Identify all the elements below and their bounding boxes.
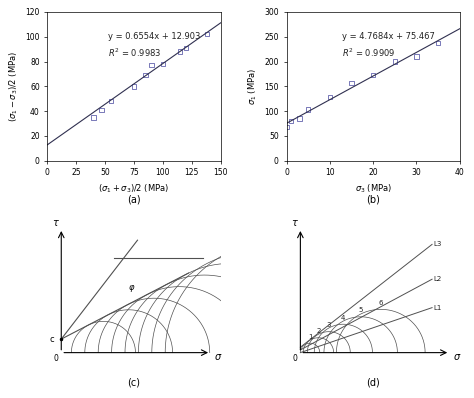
- Point: [413, 53, 420, 60]
- Point: [203, 31, 210, 37]
- Text: 2: 2: [316, 328, 320, 334]
- Point: [348, 80, 356, 86]
- Y-axis label: ($\sigma_1 - \sigma_3$)/2 (MPa): ($\sigma_1 - \sigma_3$)/2 (MPa): [7, 51, 20, 122]
- Text: $\tau$: $\tau$: [291, 218, 299, 228]
- Text: 6: 6: [379, 300, 383, 306]
- Text: $R^2$ = 0.9983: $R^2$ = 0.9983: [108, 46, 162, 59]
- Point: [283, 124, 290, 130]
- Text: $\tau$: $\tau$: [52, 218, 60, 228]
- Text: 3: 3: [327, 322, 331, 328]
- Point: [369, 72, 377, 78]
- Text: (b): (b): [366, 195, 380, 205]
- Text: y = 4.7684x + 75.467: y = 4.7684x + 75.467: [342, 32, 435, 41]
- Text: 0: 0: [292, 353, 297, 363]
- Point: [391, 59, 399, 65]
- Point: [142, 72, 149, 78]
- Text: (c): (c): [128, 378, 140, 388]
- Point: [107, 98, 115, 104]
- Text: L1: L1: [433, 304, 442, 311]
- Text: $\sigma$: $\sigma$: [214, 352, 222, 362]
- Point: [434, 39, 442, 46]
- Text: (a): (a): [127, 195, 141, 205]
- Text: L3: L3: [433, 242, 442, 248]
- Point: [98, 107, 106, 113]
- Point: [296, 115, 303, 122]
- Text: $\sigma$: $\sigma$: [453, 352, 461, 362]
- X-axis label: ($\sigma_1 + \sigma_3$)/2 (MPa): ($\sigma_1 + \sigma_3$)/2 (MPa): [99, 183, 170, 195]
- Text: y = 0.6554x + 12.903: y = 0.6554x + 12.903: [108, 32, 201, 41]
- Text: 5: 5: [358, 307, 363, 313]
- Point: [304, 107, 312, 113]
- Text: $\varphi$: $\varphi$: [128, 283, 135, 295]
- Point: [130, 83, 138, 90]
- Point: [326, 94, 334, 100]
- Text: 4: 4: [341, 315, 346, 321]
- Text: L2: L2: [433, 276, 442, 282]
- Point: [176, 49, 184, 55]
- Text: 1: 1: [308, 334, 312, 340]
- Point: [182, 45, 190, 51]
- Point: [90, 114, 97, 121]
- Text: $R^2$ = 0.9909: $R^2$ = 0.9909: [342, 46, 395, 59]
- Y-axis label: $\sigma_1$ (MPa): $\sigma_1$ (MPa): [246, 68, 259, 105]
- Point: [147, 62, 155, 68]
- X-axis label: $\sigma_3$ (MPa): $\sigma_3$ (MPa): [355, 183, 392, 195]
- Text: c: c: [50, 335, 55, 343]
- Point: [159, 61, 167, 67]
- Point: [287, 118, 295, 124]
- Text: 0: 0: [53, 353, 58, 363]
- Text: (d): (d): [366, 378, 380, 388]
